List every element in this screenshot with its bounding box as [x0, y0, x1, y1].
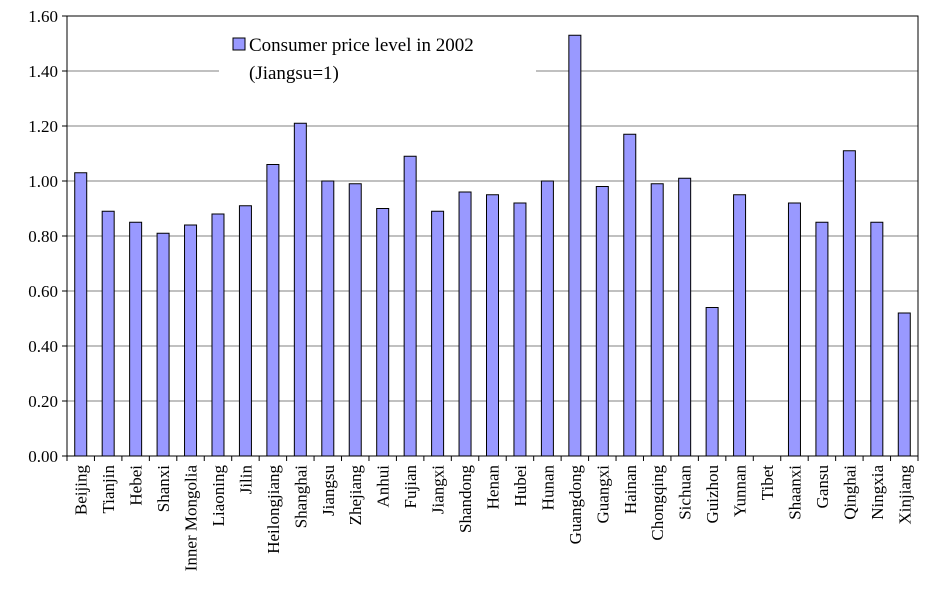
axes — [62, 15, 919, 461]
x-category-label: Shaanxi — [785, 465, 804, 520]
x-category-label: Sichuan — [676, 465, 695, 520]
bar-guangxi — [595, 186, 609, 457]
x-category-label: Hainan — [621, 465, 640, 515]
legend: Consumer price level in 2002 (Jiangsu=1) — [219, 27, 536, 97]
bar-liaoning — [211, 213, 225, 457]
x-category-label: Guangxi — [593, 465, 612, 524]
x-category-label: Anhui — [374, 465, 393, 508]
bar-inner-mongolia — [184, 224, 198, 457]
x-category-label: Hebei — [127, 465, 146, 506]
x-category-label: Ningxia — [868, 465, 887, 520]
bar-shandong — [458, 191, 472, 457]
y-tick-label: 1.40 — [28, 62, 58, 81]
x-category-label: Fujian — [401, 465, 420, 509]
bar-hainan — [623, 133, 637, 457]
x-category-label: Jiangxi — [429, 465, 448, 514]
bar-hebei — [129, 221, 143, 457]
y-tick-label: 1.20 — [28, 117, 58, 136]
bar-gansu — [815, 221, 829, 457]
y-tick-label: 1.60 — [28, 7, 58, 26]
bar-xinjiang — [897, 312, 911, 457]
bar-ningxia — [870, 221, 884, 457]
bar-jilin — [238, 205, 252, 457]
x-category-label: Zhejiang — [346, 465, 365, 526]
bar-sichuan — [678, 177, 692, 457]
x-category-label: Guangdong — [566, 465, 585, 545]
legend-swatch — [232, 37, 246, 51]
bar-qinghai — [842, 150, 856, 457]
x-category-label: Jiangsu — [319, 465, 338, 517]
x-category-label: Shandong — [456, 465, 475, 534]
y-tick-label: 0.60 — [28, 282, 58, 301]
bar-henan — [486, 194, 499, 457]
x-category-labels: Beijing Tianjin Hebei Shanxi Inner Mongolia L… — [72, 465, 915, 572]
x-category-label: Guizhou — [703, 465, 722, 524]
x-category-label: Jilin — [236, 465, 255, 495]
bars — [74, 34, 911, 457]
x-category-label: Henan — [484, 465, 503, 510]
x-category-label: Hubei — [511, 465, 530, 507]
bar-zhejiang — [348, 183, 362, 457]
legend-label-line1: Consumer price level in 2002 — [249, 35, 474, 56]
bar-shaanxi — [787, 202, 801, 457]
bar-hunan — [540, 180, 554, 457]
x-category-label: Liaoning — [209, 465, 228, 527]
bar-chongqing — [650, 183, 664, 457]
y-tick-label: 0.80 — [28, 227, 58, 246]
y-tick-label: 0.00 — [28, 447, 58, 466]
x-category-label: Shanghai — [291, 465, 310, 529]
x-category-label: Gansu — [813, 465, 832, 509]
x-category-label: Yunnan — [731, 465, 750, 517]
x-category-label: Beijing — [72, 465, 91, 516]
bar-jiangsu — [321, 180, 335, 457]
bar-heilongjiang — [266, 164, 280, 457]
x-category-label: Inner Mongolia — [182, 465, 201, 572]
bar-yunnan — [733, 194, 747, 457]
bar-guangdong — [568, 34, 582, 457]
x-category-label: Tianjin — [99, 465, 118, 514]
x-category-label: Heilongjiang — [264, 465, 283, 554]
bar-beijing — [74, 172, 88, 457]
x-category-label: Shanxi — [154, 465, 173, 513]
bar-fujian — [403, 155, 417, 457]
bar-guizhou — [705, 307, 719, 457]
x-category-label: Tibet — [758, 465, 777, 501]
x-category-label: Xinjiang — [895, 465, 914, 525]
bar-shanghai — [293, 122, 307, 457]
x-category-label: Chongqing — [648, 465, 667, 541]
y-tick-label: 1.00 — [28, 172, 58, 191]
bar-tianjin — [101, 210, 115, 457]
x-category-label: Hunan — [538, 465, 557, 511]
x-category-label: Qinghai — [840, 465, 859, 520]
y-tick-label: 0.40 — [28, 337, 58, 356]
y-tick-labels: 0.00 0.20 0.40 0.60 0.80 1.00 1.20 1.40 1.60 — [28, 7, 58, 466]
y-tick-label: 0.20 — [28, 392, 58, 411]
legend-label-line2: (Jiangsu=1) — [249, 63, 339, 84]
legend-background — [219, 27, 536, 97]
bar-shanxi — [156, 232, 170, 457]
bar-jiangxi — [431, 210, 445, 457]
bar-hubei — [513, 202, 527, 457]
plot-frame — [66, 15, 919, 457]
bar-anhui — [376, 208, 390, 457]
